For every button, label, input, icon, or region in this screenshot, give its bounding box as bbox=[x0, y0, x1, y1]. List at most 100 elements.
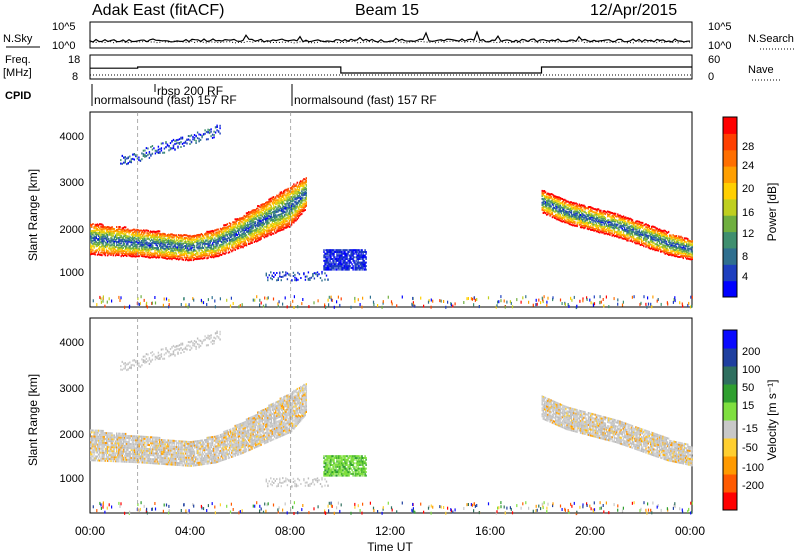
velocity-cell bbox=[93, 443, 95, 446]
power-cell bbox=[382, 300, 384, 304]
power-cell bbox=[122, 244, 125, 247]
power-cell bbox=[274, 210, 276, 213]
power-cell bbox=[541, 195, 543, 197]
power-cell bbox=[335, 251, 337, 253]
power-cell bbox=[282, 302, 284, 306]
power-cell bbox=[638, 231, 640, 233]
power-cell bbox=[588, 226, 591, 229]
power-cell bbox=[132, 239, 135, 241]
power-cell bbox=[181, 242, 183, 245]
power-cell bbox=[208, 244, 210, 247]
power-cell bbox=[131, 238, 134, 241]
power-cell bbox=[207, 131, 209, 134]
power-cell bbox=[362, 296, 364, 300]
power-cell bbox=[295, 277, 298, 280]
power-cell bbox=[619, 217, 621, 220]
power-cell bbox=[552, 209, 555, 212]
power-cell bbox=[304, 197, 306, 199]
power-cell bbox=[219, 230, 222, 233]
power-ytick-2000: 2000 bbox=[60, 224, 84, 236]
power-cell bbox=[328, 295, 330, 299]
power-cell bbox=[151, 243, 153, 246]
power-cell bbox=[658, 244, 661, 247]
power-cell bbox=[349, 265, 351, 268]
power-cell bbox=[618, 228, 620, 231]
power-cell bbox=[590, 301, 592, 305]
power-cell bbox=[189, 241, 191, 244]
power-cell bbox=[629, 232, 631, 235]
power-cell bbox=[552, 206, 555, 209]
power-cell bbox=[164, 247, 166, 250]
power-cell bbox=[271, 220, 274, 223]
power-cell bbox=[336, 252, 338, 255]
power-cell bbox=[149, 234, 152, 237]
power-cell bbox=[96, 303, 98, 307]
power-cell bbox=[535, 298, 537, 302]
power-cell bbox=[223, 238, 225, 241]
power-cell bbox=[129, 249, 131, 252]
power-cell bbox=[327, 266, 329, 269]
power-cell bbox=[124, 305, 126, 309]
power-cell bbox=[173, 247, 175, 250]
power-cell bbox=[201, 235, 204, 238]
power-cell bbox=[587, 228, 590, 231]
power-cell bbox=[121, 250, 123, 253]
power-cell bbox=[612, 219, 614, 222]
power-cell bbox=[553, 215, 556, 218]
power-cell bbox=[594, 228, 596, 231]
power-cell bbox=[331, 298, 333, 302]
power-cell bbox=[332, 265, 334, 268]
power-cell bbox=[127, 241, 129, 244]
power-cell bbox=[260, 232, 262, 234]
power-cell bbox=[548, 196, 550, 199]
power-cell bbox=[267, 232, 269, 235]
power-cell bbox=[120, 162, 122, 165]
power-cell bbox=[93, 246, 95, 249]
power-cell bbox=[251, 239, 253, 242]
power-cell bbox=[254, 210, 257, 213]
power-cell bbox=[119, 226, 121, 228]
power-cell bbox=[630, 220, 633, 222]
power-cell bbox=[630, 238, 633, 241]
power-cell bbox=[281, 222, 284, 225]
power-cell bbox=[294, 206, 296, 209]
power-cell bbox=[674, 296, 676, 300]
power-cell bbox=[240, 246, 242, 249]
power-cell bbox=[611, 222, 613, 225]
power-cell bbox=[250, 216, 252, 219]
power-cell bbox=[255, 240, 258, 243]
power-cell bbox=[250, 236, 252, 239]
power-cell bbox=[266, 229, 268, 232]
power-cell bbox=[543, 190, 546, 192]
power-cell bbox=[286, 206, 288, 209]
power-cell bbox=[585, 217, 587, 220]
power-cell bbox=[338, 261, 340, 264]
power-cell bbox=[277, 214, 279, 217]
power-cell bbox=[92, 230, 94, 232]
power-cell bbox=[603, 226, 605, 228]
power-cell bbox=[253, 209, 256, 212]
power-cell bbox=[269, 208, 271, 211]
power-cell bbox=[262, 235, 265, 238]
power-cell bbox=[612, 218, 614, 221]
power-cell bbox=[104, 227, 107, 230]
velocity-cell bbox=[90, 431, 92, 434]
power-cell bbox=[327, 251, 329, 253]
power-cell bbox=[92, 239, 94, 242]
power-cell bbox=[671, 236, 673, 239]
power-cell bbox=[118, 237, 120, 240]
power-cell bbox=[284, 191, 286, 194]
power-cell bbox=[179, 248, 181, 251]
power-cell bbox=[596, 212, 599, 215]
power-cell bbox=[664, 232, 666, 235]
power-cell bbox=[99, 247, 101, 250]
power-cell bbox=[151, 234, 153, 237]
power-cell bbox=[292, 187, 294, 190]
power-cell bbox=[585, 221, 587, 224]
power-cell bbox=[658, 240, 661, 243]
power-cell bbox=[276, 199, 278, 202]
power-cell bbox=[276, 279, 278, 282]
power-cell bbox=[174, 148, 176, 151]
power-cell bbox=[156, 254, 158, 257]
power-cell bbox=[99, 239, 101, 242]
